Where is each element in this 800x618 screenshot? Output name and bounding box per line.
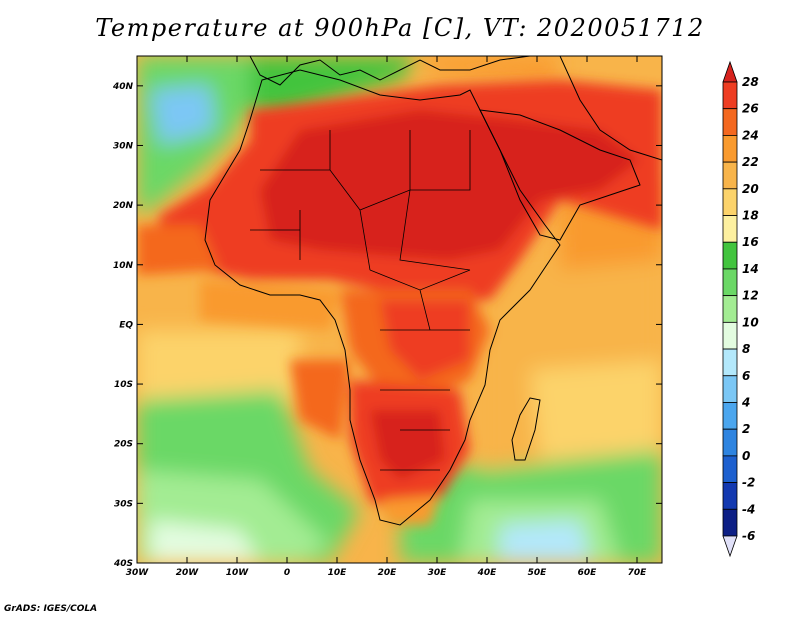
field-gulf-guinea <box>200 280 340 330</box>
colorbar-top-arrow <box>722 60 738 83</box>
arabia-coastline <box>479 109 641 241</box>
lat-tick-label: 10N <box>113 261 134 271</box>
colorbar-segment <box>722 135 738 163</box>
map-title: Temperature at 900hPa [C], VT: 202005171… <box>95 14 705 42</box>
field-east-africa-hot <box>380 300 470 380</box>
colorbar-label: 24 <box>742 128 759 142</box>
colorbar-segment <box>722 108 738 136</box>
land-temperature-field <box>137 80 662 525</box>
colorbar-label: 14 <box>742 262 759 276</box>
field-eastern-med <box>420 56 560 80</box>
africa-coastline <box>204 69 561 526</box>
lon-tick-label: 20W <box>176 568 200 578</box>
map-frame <box>136 55 663 564</box>
lat-tick-label: 40S <box>113 559 133 569</box>
colorbar-label: 18 <box>742 209 759 223</box>
lat-tick-label: 20N <box>113 201 134 211</box>
colorbar-label: 22 <box>742 155 759 169</box>
colorbar-label: -4 <box>742 502 755 516</box>
lon-tick-label: 50E <box>528 568 548 578</box>
lat-tick-label: 20S <box>114 440 133 450</box>
field-cape-orange <box>380 495 440 525</box>
colorbar-segment <box>722 215 738 243</box>
colorbar-segment <box>722 482 738 510</box>
lon-tick-label: 40E <box>477 568 498 578</box>
lon-tick-label: 30E <box>428 568 448 578</box>
lon-tick-label: 20E <box>378 568 398 578</box>
field-indian-yellow <box>530 360 662 460</box>
lat-tick-label: 10S <box>114 380 133 390</box>
lat-tick-label: EQ <box>119 320 133 330</box>
persian-gulf-coast <box>559 56 662 161</box>
lon-tick-label: 70E <box>628 568 648 578</box>
lon-tick-label: 0 <box>284 568 290 578</box>
field-southern-africa-core <box>370 410 445 480</box>
lon-tick-label: 10W <box>226 568 250 578</box>
lon-tick-label: 30W <box>126 568 150 578</box>
colorbar-segment <box>722 508 738 537</box>
temperature-field <box>137 56 662 563</box>
colorbar-label: 0 <box>742 449 750 463</box>
colorbar-segment <box>722 348 738 377</box>
colorbar-label: 10 <box>742 315 759 329</box>
lat-tick-label: 30S <box>114 499 133 509</box>
field-north-atlantic-cold <box>150 85 215 145</box>
field-kalahari-warm <box>290 360 350 440</box>
madagascar-coastline <box>511 397 541 461</box>
colorbar-label: 28 <box>742 75 759 89</box>
colorbar-segment <box>722 268 738 297</box>
colorbar-segment <box>722 402 738 430</box>
colorbar-segment <box>722 375 738 403</box>
map-plot-area <box>137 56 662 563</box>
axis-ticks: 30W 20W 10W 0 10E 20E 30E 40E 50E 60E 70E 40N 30N 20N… <box>112 56 662 578</box>
colorbar-label: -6 <box>742 529 755 543</box>
colorbar-segment <box>722 188 738 216</box>
lon-tick-label: 60E <box>578 568 598 578</box>
colorbar-segment <box>722 241 738 270</box>
field-south-atlantic-pale <box>150 520 260 563</box>
colorbar-segment <box>722 295 738 323</box>
country-borders <box>250 130 471 471</box>
colorbar-label: 12 <box>742 289 759 303</box>
colorbar-label: 2 <box>742 422 750 436</box>
colorbar-segment <box>722 455 738 483</box>
colorbar-segment <box>722 161 738 190</box>
colorbar-label: 16 <box>742 235 759 249</box>
colorbar-label: 26 <box>742 102 759 116</box>
lat-tick-label: 30N <box>113 141 134 151</box>
lat-tick-label: 40N <box>112 82 134 92</box>
colorbar-label: 4 <box>741 395 750 409</box>
colorbar-segment <box>722 81 738 110</box>
grads-credit: GrADS: IGES/COLA <box>4 604 98 614</box>
field-indian-cold <box>500 520 590 563</box>
colorbar-segment <box>722 428 738 457</box>
colorbar-label: -2 <box>742 476 755 490</box>
colorbar-segment <box>722 321 738 350</box>
field-mediterranean-green <box>250 56 420 115</box>
field-sahara-hot <box>260 110 640 260</box>
europe-coastline <box>249 56 531 86</box>
field-west-coast-warm <box>137 225 220 275</box>
colorbar-label: 20 <box>742 182 759 196</box>
colorbar-bottom-arrow <box>722 535 738 558</box>
colorbar-label: 6 <box>742 369 750 383</box>
colorbar-label: 8 <box>742 342 750 356</box>
lon-tick-label: 10E <box>328 568 348 578</box>
